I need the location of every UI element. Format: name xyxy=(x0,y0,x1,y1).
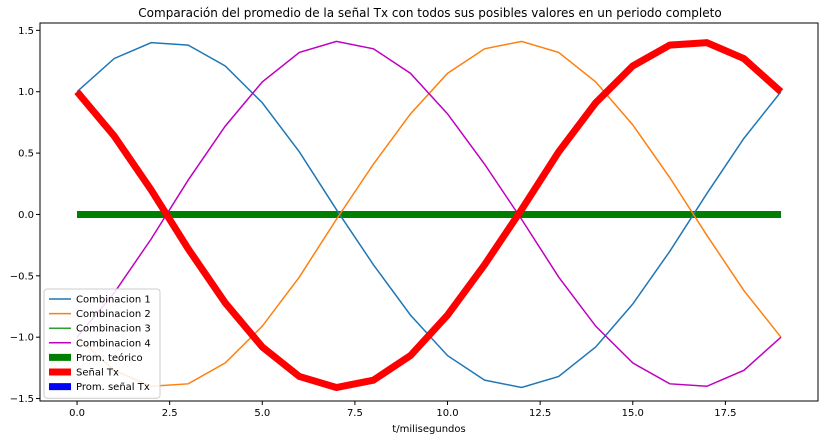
legend-label-prom-senal-tx: Prom. señal Tx xyxy=(76,382,150,393)
y-tick-label: 1.0 xyxy=(18,87,34,98)
y-tick-label: 0.5 xyxy=(18,149,34,160)
chart-title: Comparación del promedio de la señal Tx … xyxy=(138,6,721,20)
y-tick-label: −1.0 xyxy=(10,333,34,344)
x-tick-label: 0.0 xyxy=(69,408,85,419)
legend-label-combinacion-1: Combinacion 1 xyxy=(76,295,151,306)
series-line-combinacion-4 xyxy=(76,40,782,388)
x-axis-label: t/milisegundos xyxy=(392,424,465,435)
legend-label-combinacion-4: Combinacion 4 xyxy=(76,338,151,349)
legend: Combinacion 1 Combinacion 2 Combinacion 3 C… xyxy=(43,288,161,399)
series-line-senal-tx xyxy=(74,39,784,392)
legend-box xyxy=(43,288,161,399)
legend-label-combinacion-3: Combinacion 3 xyxy=(76,324,151,335)
y-axis: −1.5 −1.0 −0.5 0.0 0.5 1.0 1.5 xyxy=(10,26,40,405)
plot-frame xyxy=(39,22,819,402)
x-tick-label: 15.0 xyxy=(622,408,644,419)
y-tick-label: −0.5 xyxy=(10,271,34,282)
series-layer xyxy=(74,39,784,392)
x-tick-label: 2.5 xyxy=(162,408,178,419)
x-axis: 0.0 2.5 5.0 7.5 10.0 12.5 15.0 17.5 xyxy=(69,401,737,419)
legend-label-prom-teorico: Prom. teórico xyxy=(76,352,143,364)
y-tick-label: 0.0 xyxy=(18,210,34,221)
x-tick-label: 12.5 xyxy=(529,408,551,419)
legend-label-senal-tx: Señal Tx xyxy=(76,368,119,379)
x-tick-label: 5.0 xyxy=(254,408,270,419)
y-tick-label: 1.5 xyxy=(18,26,34,37)
legend-label-combinacion-2: Combinacion 2 xyxy=(76,309,151,320)
x-tick-label: 7.5 xyxy=(347,408,363,419)
x-tick-label: 10.0 xyxy=(436,408,458,419)
x-tick-label: 17.5 xyxy=(714,408,736,419)
y-tick-label: −1.5 xyxy=(10,394,34,405)
